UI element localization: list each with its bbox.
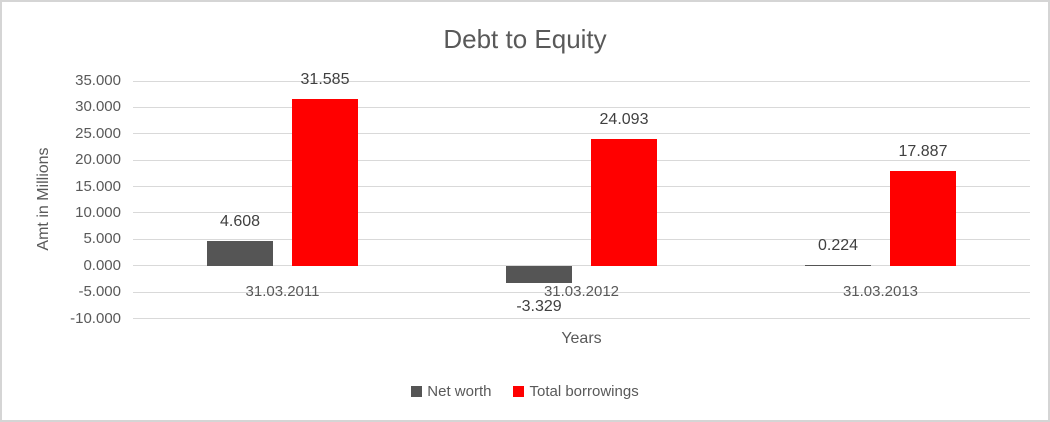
gridline (133, 159, 1030, 161)
y-tick-label: 5.000 (83, 230, 121, 248)
y-tick-label: 20.000 (75, 151, 121, 169)
y-tick-label: 10.000 (75, 203, 121, 221)
net-worth-bar[interactable] (805, 264, 871, 266)
y-tick-label: 25.000 (75, 124, 121, 142)
net-worth-bar[interactable] (207, 241, 273, 266)
y-tick-label: -5.000 (78, 283, 121, 301)
x-axis-title: Years (561, 330, 602, 347)
net-worth-data-label: 0.224 (817, 236, 859, 254)
legend-item-net-worth[interactable]: Net worth (411, 383, 491, 400)
net-worth-data-label: -3.329 (516, 298, 562, 316)
y-tick-label: 15.000 (75, 177, 121, 195)
gridline (133, 80, 1030, 82)
gridline (133, 133, 1030, 135)
legend: Net worth Total borrowings (2, 383, 1048, 400)
x-category-label: 31.03.2012 (543, 283, 620, 300)
total-borrowings-data-label: 24.093 (599, 110, 649, 128)
legend-item-total-borrowings[interactable]: Total borrowings (513, 383, 639, 400)
x-category-label: 31.03.2013 (842, 283, 919, 300)
gridline (133, 106, 1030, 108)
net-worth-swatch-icon (411, 386, 423, 397)
net-worth-data-label: 4.608 (219, 213, 261, 231)
chart-title: Debt to Equity (443, 24, 607, 54)
total-borrowings-data-label: 31.585 (300, 71, 350, 89)
gridline (133, 212, 1030, 214)
y-tick-label: 30.000 (75, 98, 121, 116)
y-tick-label: -10.000 (70, 309, 121, 327)
net-worth-bar[interactable] (506, 265, 572, 284)
total-borrowings-bar[interactable] (292, 99, 358, 266)
total-borrowings-swatch-icon (513, 386, 525, 397)
legend-label-total-borrowings: Total borrowings (529, 383, 639, 400)
gridline (133, 318, 1030, 319)
y-tick-label: 35.000 (75, 72, 121, 89)
legend-label-net-worth: Net worth (427, 383, 492, 400)
total-borrowings-data-label: 17.887 (898, 143, 948, 161)
gridline (133, 265, 1030, 267)
gridline (133, 291, 1030, 293)
y-tick-label: 0.000 (83, 256, 121, 274)
gridline (133, 186, 1030, 188)
total-borrowings-bar[interactable] (591, 138, 657, 266)
total-borrowings-bar[interactable] (890, 171, 956, 266)
gridline (133, 238, 1030, 240)
x-category-label: 31.03.2011 (245, 283, 320, 300)
